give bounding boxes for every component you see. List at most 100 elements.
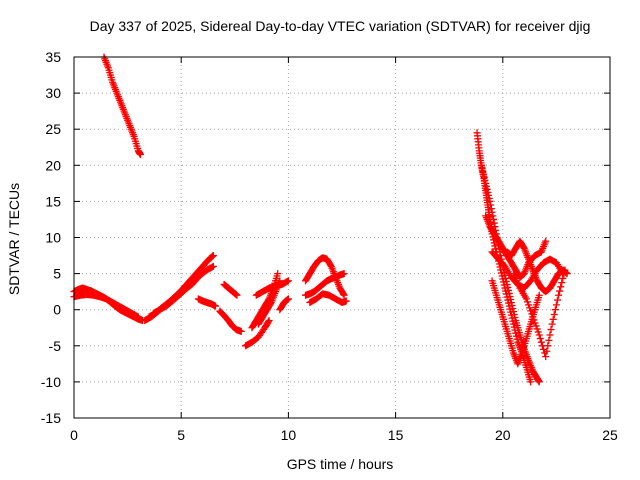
- data-point: [482, 179, 490, 187]
- y-tick-label: 10: [45, 230, 61, 246]
- data-point: [479, 167, 487, 175]
- data-point: [557, 283, 565, 291]
- data-point: [487, 201, 495, 209]
- data-point: [544, 342, 552, 350]
- series-arc_rise_c: [149, 273, 202, 317]
- data-point: [491, 242, 499, 250]
- data-point: [136, 150, 144, 158]
- data-point: [507, 295, 515, 303]
- series-arc_20_b: [477, 161, 543, 386]
- y-tick-label: 25: [45, 121, 61, 137]
- data-point: [537, 338, 545, 346]
- series-arc_20_f: [503, 237, 571, 296]
- data-point: [523, 298, 531, 306]
- data-point: [507, 298, 515, 306]
- data-point: [478, 164, 486, 172]
- data-point: [533, 325, 541, 333]
- x-axis-label: GPS time / hours: [287, 456, 394, 472]
- data-point: [503, 280, 511, 288]
- x-tick-label: 15: [388, 427, 404, 443]
- data-series: [70, 53, 571, 386]
- axis-ticks: 0 5 10 15 20 25 -15 -10 -5 0 5 10 15 20 25 30 35: [41, 49, 618, 443]
- data-point: [547, 326, 555, 334]
- data-point: [233, 291, 241, 299]
- data-point: [477, 161, 485, 169]
- data-point: [267, 300, 275, 308]
- data-point: [545, 336, 553, 344]
- data-point: [504, 283, 512, 291]
- data-point: [342, 297, 350, 305]
- data-point: [502, 277, 510, 285]
- x-tick-label: 0: [70, 427, 78, 443]
- data-point: [340, 270, 348, 278]
- data-point: [532, 322, 540, 330]
- data-point: [527, 307, 535, 315]
- data-point: [506, 292, 514, 300]
- series-arc_mid_bump: [220, 280, 241, 299]
- data-point: [526, 304, 534, 312]
- data-point: [485, 194, 493, 202]
- data-point: [531, 319, 539, 327]
- data-point: [265, 317, 273, 325]
- data-point: [527, 378, 535, 386]
- data-point: [556, 287, 564, 295]
- data-point: [530, 316, 538, 324]
- data-point: [284, 295, 292, 303]
- data-point: [559, 274, 567, 282]
- y-tick-label: 0: [53, 302, 61, 318]
- series-arc_climb_mid: [248, 270, 282, 332]
- y-tick-label: 20: [45, 157, 61, 173]
- data-point: [327, 261, 335, 269]
- series-arc_11_13_c: [306, 290, 350, 306]
- data-point: [484, 188, 492, 196]
- data-point: [480, 173, 488, 181]
- data-point: [209, 252, 217, 260]
- data-point: [534, 328, 542, 336]
- data-point: [486, 197, 494, 205]
- data-point: [480, 170, 488, 178]
- data-point: [561, 266, 569, 274]
- data-point: [536, 335, 544, 343]
- y-tick-label: 35: [45, 49, 61, 65]
- data-point: [508, 301, 516, 309]
- data-point: [510, 308, 518, 316]
- data-point: [194, 273, 202, 281]
- data-point: [512, 332, 520, 340]
- data-point: [509, 304, 517, 312]
- data-point: [237, 327, 245, 335]
- data-point: [284, 277, 292, 285]
- data-point: [134, 313, 142, 321]
- x-tick-label: 25: [602, 427, 618, 443]
- y-tick-label: -10: [41, 374, 61, 390]
- series-arc_lowest_mid: [242, 317, 273, 350]
- y-axis-label: SDTVAR / TECUs: [6, 183, 22, 295]
- data-point: [528, 310, 536, 318]
- data-point: [193, 274, 201, 282]
- data-point: [485, 191, 493, 199]
- series-arc_near10: [252, 277, 292, 299]
- series-arc_20_g: [510, 266, 569, 361]
- data-point: [264, 318, 272, 326]
- series-arc_high_early: [100, 53, 144, 158]
- data-point: [549, 315, 557, 323]
- data-point: [555, 291, 563, 299]
- data-point: [483, 185, 491, 193]
- data-point: [209, 262, 217, 270]
- y-tick-label: 30: [45, 85, 61, 101]
- data-point: [535, 291, 543, 299]
- data-point: [551, 306, 559, 314]
- x-tick-label: 20: [495, 427, 511, 443]
- data-point: [560, 270, 568, 278]
- data-point: [510, 311, 518, 319]
- data-point: [502, 274, 510, 282]
- data-point: [546, 331, 554, 339]
- x-tick-label: 10: [281, 427, 297, 443]
- data-point: [550, 311, 558, 319]
- data-point: [542, 353, 550, 361]
- series-arc_early_low_b: [70, 291, 142, 321]
- data-point: [490, 215, 498, 223]
- data-point: [487, 205, 495, 213]
- data-point: [558, 279, 566, 287]
- data-point: [482, 182, 490, 190]
